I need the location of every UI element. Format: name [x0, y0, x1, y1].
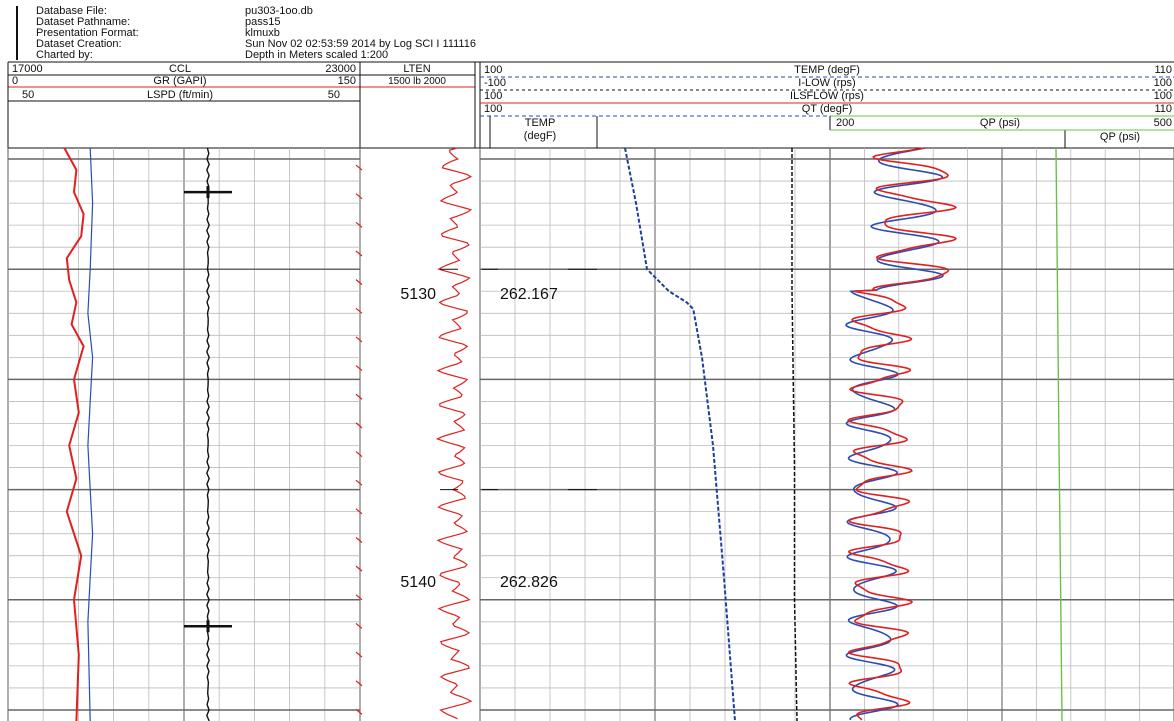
- ccl-name-label: CCL: [169, 63, 191, 75]
- temp-column-label: TEMP: [525, 117, 556, 129]
- temp-readout-5130: 262.167: [500, 286, 558, 303]
- lten-name-label: LTEN: [403, 63, 430, 75]
- lspd-edge-tick: [356, 681, 362, 686]
- qt-min-label: 100: [484, 103, 502, 115]
- lten-scale-label: 1500 lb 2000: [388, 76, 446, 87]
- gr-name-label: GR (GAPI): [153, 75, 206, 87]
- qt-name-label: QT (degF): [802, 103, 853, 115]
- qp-curve: [1056, 148, 1062, 721]
- ilsflow-min-label: 100: [484, 90, 502, 102]
- qp-min-label: 200: [836, 117, 854, 129]
- lspd-edge-tick: [356, 566, 362, 571]
- lspd-edge-tick: [356, 337, 362, 342]
- lspd-edge-tick: [356, 394, 362, 399]
- lspd-edge-tick: [356, 537, 362, 542]
- lspd-edge-tick: [356, 280, 362, 285]
- lspd-edge-tick: [356, 452, 362, 457]
- qp-name-label: QP (psi): [980, 117, 1020, 129]
- ilow-min-label: -100: [484, 77, 506, 89]
- ccl-curve: [207, 148, 209, 721]
- lspd-min-label: 50: [22, 89, 34, 101]
- gr-curve: [88, 148, 93, 721]
- ilsflow-max-label: 100: [1154, 90, 1172, 102]
- temp-max-label: 110: [1154, 64, 1172, 76]
- lspd-name-label: LSPD (ft/min): [147, 89, 213, 101]
- log-curves: [64, 148, 1062, 721]
- depth-label-5130: 5130: [400, 286, 436, 303]
- depth-label-5140: 5140: [400, 574, 436, 591]
- lspd-edge-tick: [356, 366, 362, 371]
- lspd-edge-tick: [356, 165, 362, 170]
- ccl-min-label: 17000: [12, 63, 43, 75]
- plot-grid: [8, 148, 1174, 721]
- qp-max-label: 500: [1154, 117, 1172, 129]
- lspd-edge-tick: [356, 623, 362, 628]
- temp-readout-5140: 262.826: [500, 574, 558, 591]
- gr-min-label: 0: [12, 75, 18, 87]
- depth-labels: 5130 262.167 5140 262.826: [400, 286, 558, 591]
- qt-max-label: 110: [1154, 103, 1172, 115]
- ilow-name-label: I-LOW (rps): [798, 77, 855, 89]
- ilow-curve: [792, 148, 797, 721]
- lten-curve: [437, 148, 471, 719]
- lspd-max-label: 50: [328, 89, 340, 101]
- lspd-edge-tick: [356, 652, 362, 657]
- temp-min-label: 100: [484, 64, 502, 76]
- qp-column-label: QP (psi): [1100, 131, 1140, 143]
- temp-column-unit: (degF): [524, 130, 556, 142]
- lspd-edge-tick: [356, 480, 362, 485]
- ccl-max-label: 23000: [325, 63, 356, 75]
- lspd-edge-tick: [356, 308, 362, 313]
- temp-name-label: TEMP (degF): [794, 64, 860, 76]
- gr-max-label: 150: [338, 75, 356, 87]
- ilsflow-name-label: ILSFLOW (rps): [790, 90, 864, 102]
- temp-curve: [625, 148, 735, 721]
- ilow-max-label: 100: [1154, 77, 1172, 89]
- lspd-curve: [64, 148, 83, 721]
- lspd-edge-tick: [356, 194, 362, 199]
- lspd-edge-tick: [356, 251, 362, 256]
